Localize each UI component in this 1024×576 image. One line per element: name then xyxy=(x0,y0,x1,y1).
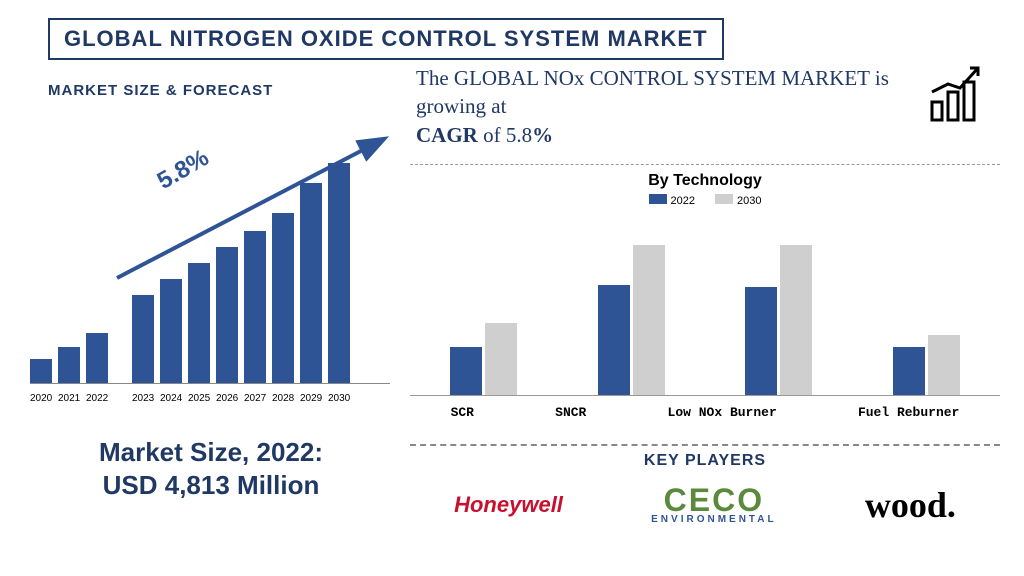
forecast-bar xyxy=(216,247,238,383)
year-label: 2025 xyxy=(188,393,210,404)
market-size-year: Market Size, 2022: xyxy=(46,436,376,469)
honeywell-logo: Honeywell xyxy=(454,492,563,518)
market-size-callout: Market Size, 2022: USD 4,813 Million xyxy=(46,436,376,501)
year-label: 2020 xyxy=(30,393,52,404)
tech-category-label: SNCR xyxy=(555,405,586,420)
tech-bar-group xyxy=(598,245,665,395)
tech-bar-2030 xyxy=(485,323,517,395)
forecast-bar xyxy=(188,263,210,383)
technology-legend: 2022 2030 xyxy=(410,194,1000,207)
year-label: 2026 xyxy=(216,393,238,404)
page-title: GLOBAL NITROGEN OXIDE CONTROL SYSTEM MAR… xyxy=(64,26,708,52)
forecast-bar xyxy=(328,163,350,383)
forecast-bar xyxy=(244,231,266,383)
tech-bar-2030 xyxy=(780,245,812,395)
legend-swatch-2022 xyxy=(649,194,667,204)
tech-bar-2022 xyxy=(450,347,482,395)
headline-percent: % xyxy=(532,123,553,147)
year-label: 2028 xyxy=(272,393,294,404)
forecast-bar-chart: 5.8% 20202021202220232024202520262027202… xyxy=(30,120,390,410)
forecast-x-axis: 2020 2021 2022 2023 2024 2025 2026 2027 2028 2029… xyxy=(30,393,390,404)
forecast-bar xyxy=(160,279,182,383)
technology-bar-chart: SCR SNCR Low NOx Burner Fuel Reburner xyxy=(410,214,1000,424)
tech-category-label: SCR xyxy=(451,405,474,420)
title-box: GLOBAL NITROGEN OXIDE CONTROL SYSTEM MAR… xyxy=(48,18,724,60)
year-label: 2022 xyxy=(86,393,108,404)
wood-logo: wood. xyxy=(865,484,956,526)
year-label: 2023 xyxy=(132,393,154,404)
tech-bar-group xyxy=(745,245,812,395)
legend-label-2022: 2022 xyxy=(671,195,695,207)
forecast-bar xyxy=(58,347,80,383)
forecast-bar xyxy=(272,213,294,383)
market-size-value: USD 4,813 Million xyxy=(46,469,376,502)
ceco-logo-sub: ENVIRONMENTAL xyxy=(651,515,776,525)
forecast-bar xyxy=(300,183,322,383)
year-label: 2029 xyxy=(300,393,322,404)
divider-bottom xyxy=(410,444,1000,446)
tech-bar-2030 xyxy=(928,335,960,395)
technology-chart-title: By Technology xyxy=(410,172,1000,190)
divider-top xyxy=(410,164,1000,165)
tech-bar-group xyxy=(893,335,960,395)
legend-label-2030: 2030 xyxy=(737,195,761,207)
tech-bar-2022 xyxy=(598,285,630,395)
tech-category-label: Fuel Reburner xyxy=(858,405,959,420)
tech-category-label: Low NOx Burner xyxy=(668,405,777,420)
tech-bar-2022 xyxy=(745,287,777,395)
legend-item-2030: 2030 xyxy=(715,194,761,207)
headline-of-value: of 5.8 xyxy=(478,123,532,147)
key-players-heading: KEY PLAYERS xyxy=(410,452,1000,470)
technology-x-axis: SCR SNCR Low NOx Burner Fuel Reburner xyxy=(410,405,1000,420)
headline-text: The GLOBAL NOx CONTROL SYSTEM MARKET is … xyxy=(416,64,906,149)
technology-plot-area xyxy=(410,226,1000,396)
key-players-logos: Honeywell CECO ENVIRONMENTAL wood. xyxy=(410,470,1000,540)
forecast-bar xyxy=(30,359,52,383)
forecast-bars-container xyxy=(30,134,390,384)
year-label: 2027 xyxy=(244,393,266,404)
forecast-bar xyxy=(86,333,108,383)
growth-chart-icon xyxy=(926,62,990,126)
forecast-bar xyxy=(132,295,154,383)
tech-bar-group xyxy=(450,323,517,395)
market-size-forecast-heading: MARKET SIZE & FORECAST xyxy=(48,82,273,99)
year-label: 2030 xyxy=(328,393,350,404)
headline-part1: The GLOBAL NOx CONTROL SYSTEM MARKET is … xyxy=(416,66,889,118)
legend-item-2022: 2022 xyxy=(649,194,695,207)
ceco-logo-main: CECO xyxy=(651,485,776,515)
headline-cagr-word: CAGR xyxy=(416,123,478,147)
year-label: 2021 xyxy=(58,393,80,404)
tech-bar-2022 xyxy=(893,347,925,395)
ceco-logo: CECO ENVIRONMENTAL xyxy=(651,485,776,525)
year-label: 2024 xyxy=(160,393,182,404)
tech-bar-2030 xyxy=(633,245,665,395)
legend-swatch-2030 xyxy=(715,194,733,204)
